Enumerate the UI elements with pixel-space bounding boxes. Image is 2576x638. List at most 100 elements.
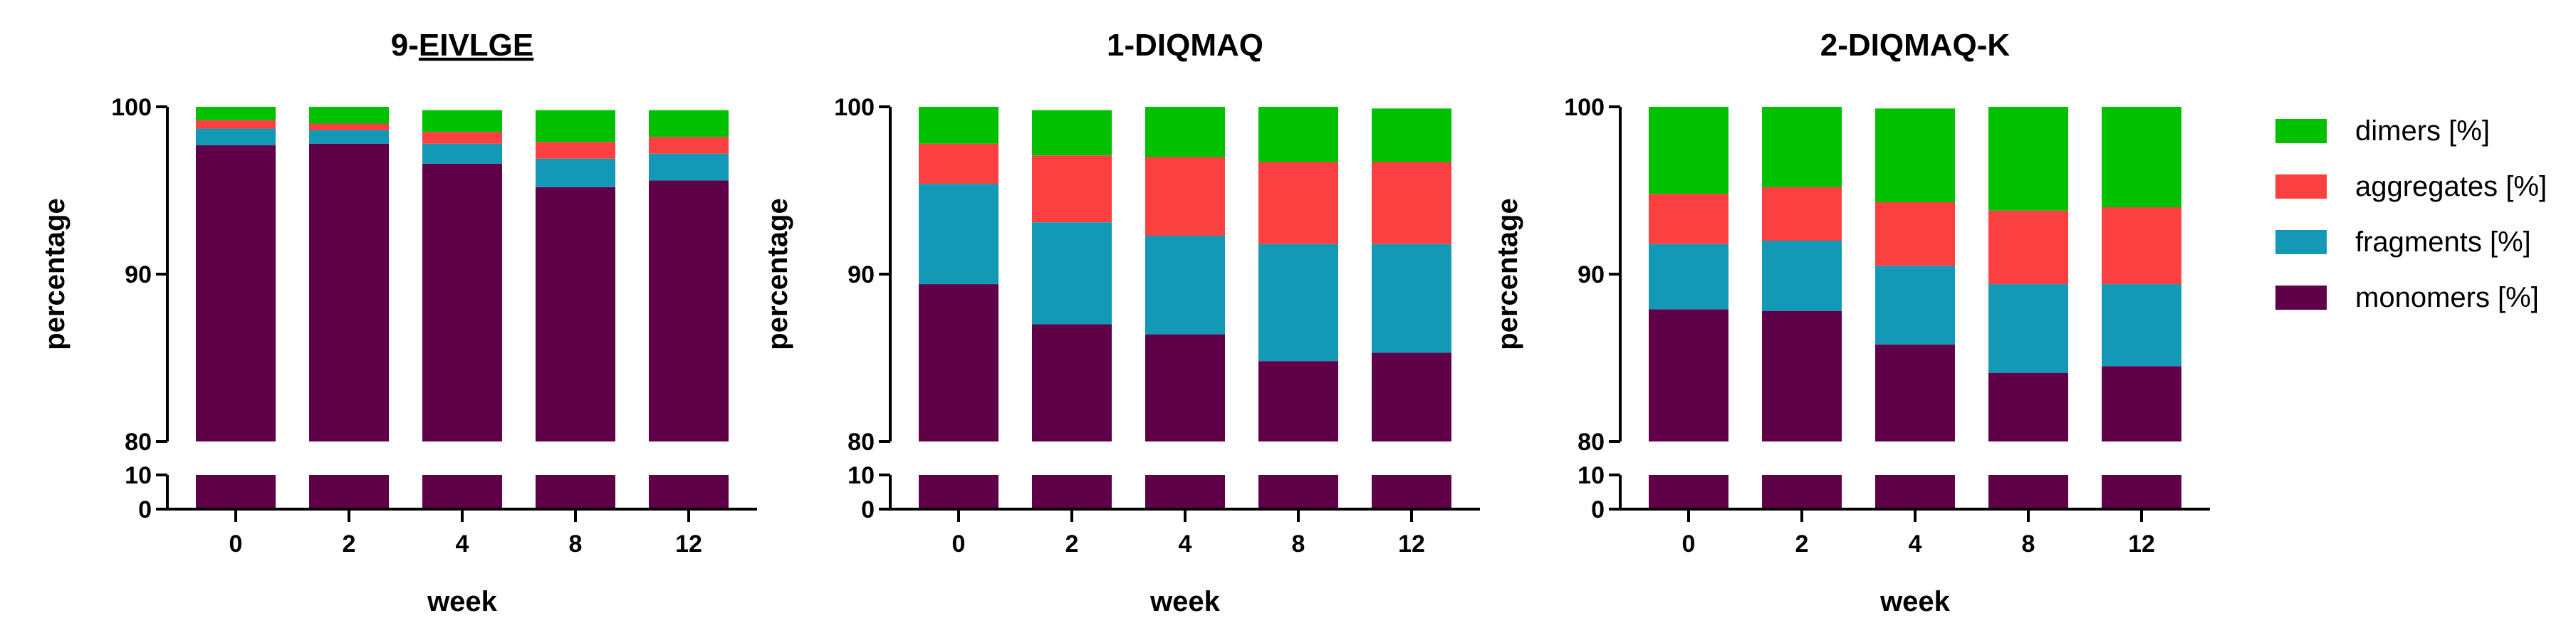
bar-dimers-week-4 — [422, 110, 502, 132]
x-tick-label: 8 — [569, 530, 583, 558]
bar-monomers-week-2-lower — [1032, 475, 1112, 509]
bar-dimers-week-12 — [2102, 107, 2181, 207]
bar-monomers-week-2 — [1032, 324, 1112, 441]
bar-monomers-week-8 — [1988, 372, 2068, 441]
y-tick-label: 0 — [861, 496, 875, 523]
bar-aggregates-week-0 — [1649, 194, 1728, 244]
bar-fragments-week-0 — [196, 128, 276, 146]
x-tick-label: 2 — [1795, 530, 1809, 558]
bar-aggregates-week-2 — [309, 123, 389, 130]
bar-aggregates-week-12 — [1372, 162, 1451, 244]
bar-monomers-week-0 — [196, 145, 276, 442]
legend-label-fragments: fragments [%] — [2355, 226, 2531, 258]
bar-monomers-week-4 — [1875, 344, 1955, 441]
bar-fragments-week-8 — [1988, 284, 2068, 373]
bar-fragments-week-2 — [1032, 222, 1112, 325]
bar-monomers-week-8 — [1258, 361, 1338, 441]
bar-monomers-week-12-lower — [1372, 475, 1451, 509]
y-tick-label: 100 — [111, 94, 152, 121]
bar-fragments-week-8 — [1258, 244, 1338, 362]
bar-fragments-week-0 — [1649, 244, 1728, 310]
y-tick-label: 90 — [125, 261, 152, 288]
bar-fragments-week-0 — [919, 184, 998, 285]
y-tick-label: 0 — [138, 496, 152, 523]
legend-swatch-dimers — [2275, 119, 2327, 143]
bar-aggregates-week-8 — [1258, 162, 1338, 244]
x-tick-label: 8 — [1292, 530, 1305, 558]
bar-dimers-week-8 — [1258, 107, 1338, 162]
x-tick-label: 0 — [1682, 530, 1696, 558]
chart-title-underlined-part: EIVLGE — [419, 28, 533, 63]
x-tick-label: 12 — [1398, 530, 1425, 558]
bar-monomers-week-4-lower — [1145, 475, 1225, 509]
bar-monomers-week-2 — [309, 143, 389, 441]
y-tick-label: 10 — [848, 462, 875, 489]
bar-dimers-week-2 — [1762, 107, 1842, 187]
bar-aggregates-week-12 — [649, 137, 729, 154]
y-tick-label: 90 — [1578, 261, 1605, 288]
bar-monomers-week-2 — [1762, 310, 1842, 441]
bar-fragments-week-4 — [1875, 266, 1955, 345]
y-axis-label: percentage — [762, 198, 793, 350]
x-tick-label: 0 — [952, 530, 966, 558]
x-tick-label: 4 — [456, 530, 469, 558]
bar-dimers-week-2 — [309, 107, 389, 124]
y-tick-label: 0 — [1591, 496, 1605, 523]
bar-fragments-week-4 — [422, 143, 502, 164]
x-tick-label: 0 — [229, 530, 243, 558]
bar-fragments-week-8 — [536, 158, 615, 187]
chart-title-part: 9- — [391, 28, 419, 63]
bar-aggregates-week-0 — [919, 143, 998, 184]
bar-aggregates-week-2 — [1762, 187, 1842, 241]
y-tick-label: 80 — [848, 429, 875, 456]
y-tick-label: 10 — [125, 462, 152, 489]
legend-swatch-monomers — [2275, 286, 2327, 310]
bar-monomers-week-0-lower — [196, 475, 276, 509]
chart-title: 1-DIQMAQ — [1107, 28, 1263, 63]
x-tick-label: 4 — [1179, 530, 1192, 558]
bar-fragments-week-12 — [649, 153, 729, 181]
bar-monomers-week-12-lower — [649, 475, 729, 509]
x-tick-label: 2 — [343, 530, 356, 558]
bar-monomers-week-12-lower — [2102, 475, 2181, 509]
legend: dimers [%] aggregates [%] fragments [%] mon… — [2275, 115, 2547, 313]
x-tick-label: 8 — [2022, 530, 2035, 558]
x-tick-label: 2 — [1065, 530, 1079, 558]
bar-monomers-week-0-lower — [1649, 475, 1728, 509]
bar-monomers-week-8-lower — [1988, 475, 2068, 509]
bar-monomers-week-2-lower — [1762, 475, 1842, 509]
bar-dimers-week-12 — [1372, 108, 1451, 162]
chart-title: 9-EIVLGE — [391, 28, 534, 63]
y-tick-label: 100 — [834, 94, 875, 121]
bar-monomers-week-4 — [422, 163, 502, 441]
bar-monomers-week-12 — [2102, 366, 2181, 441]
bar-aggregates-week-8 — [536, 142, 615, 159]
legend-label-monomers: monomers [%] — [2355, 282, 2539, 313]
legend-swatch-aggregates — [2275, 174, 2327, 199]
bar-aggregates-week-2 — [1032, 155, 1112, 223]
bar-dimers-week-0 — [196, 107, 276, 120]
bar-dimers-week-0 — [919, 107, 998, 144]
bar-fragments-week-12 — [2102, 284, 2181, 367]
x-tick-label: 12 — [675, 530, 702, 558]
y-axis-label: percentage — [39, 198, 71, 350]
bar-dimers-week-8 — [536, 110, 615, 142]
y-tick-label: 10 — [1578, 462, 1605, 489]
x-axis-label: week — [1149, 586, 1221, 617]
bar-dimers-week-8 — [1988, 107, 2068, 211]
bar-aggregates-week-0 — [196, 120, 276, 129]
bar-monomers-week-0 — [919, 284, 998, 441]
y-tick-label: 80 — [125, 429, 152, 456]
bar-monomers-week-12 — [649, 180, 729, 441]
bar-dimers-week-4 — [1875, 108, 1955, 202]
x-tick-label: 4 — [1909, 530, 1922, 558]
bar-fragments-week-2 — [309, 130, 389, 144]
y-tick-label: 100 — [1564, 94, 1605, 121]
y-axis-label: percentage — [1492, 198, 1523, 350]
chart-title: 2-DIQMAQ-K — [1820, 28, 2011, 63]
bar-monomers-week-0 — [1649, 309, 1728, 441]
bar-monomers-week-4-lower — [1875, 475, 1955, 509]
bar-dimers-week-4 — [1145, 107, 1225, 157]
